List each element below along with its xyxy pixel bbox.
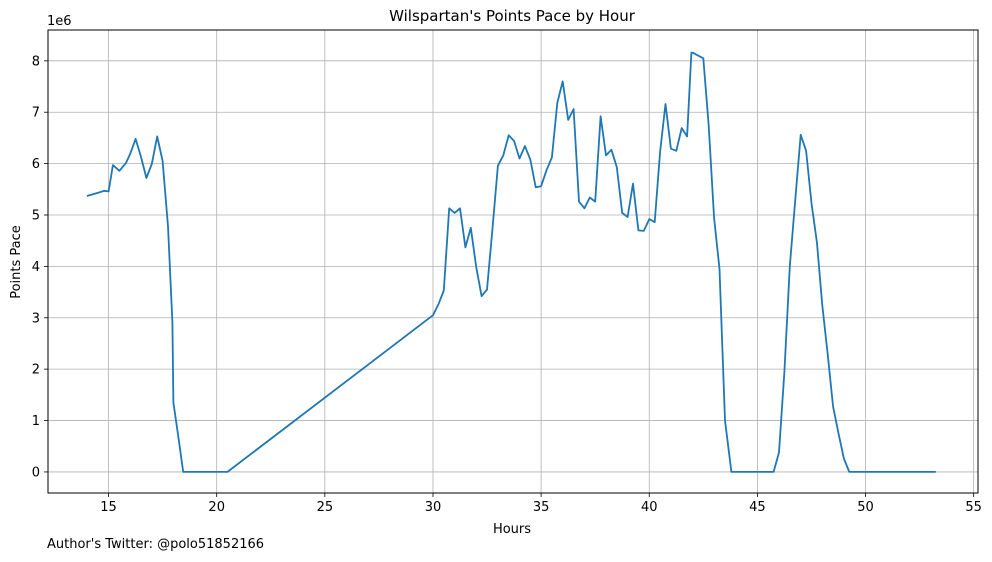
y-tick-label: 7 — [32, 106, 40, 121]
x-axis-label: Hours — [493, 522, 531, 537]
grid-lines — [48, 30, 978, 493]
x-tick-label: 55 — [965, 500, 982, 515]
x-tick-label: 15 — [100, 500, 117, 515]
points-pace-line — [86, 51, 936, 473]
chart-title: Wilspartan's Points Pace by Hour — [389, 7, 636, 25]
author-footer: Author's Twitter: @polo51852166 — [47, 537, 265, 552]
x-tick-label: 25 — [317, 500, 334, 515]
x-tick-label: 20 — [208, 500, 225, 515]
y-tick-label: 6 — [32, 157, 40, 172]
plot-frame — [47, 29, 979, 494]
y-tick-label: 4 — [32, 260, 40, 275]
y-offset-label: 1e6 — [47, 14, 72, 29]
y-tick-label: 0 — [32, 465, 40, 480]
y-tick-label: 2 — [32, 363, 40, 378]
y-tick-label: 1 — [32, 414, 40, 429]
y-tick-label: 8 — [32, 54, 40, 69]
x-axis-ticks: 15 20 25 30 35 40 45 50 55 — [100, 493, 982, 515]
y-tick-label: 3 — [32, 311, 40, 326]
x-tick-label: 50 — [857, 500, 874, 515]
y-axis-ticks: 0 1 2 3 4 5 6 7 8 — [32, 54, 48, 480]
x-tick-label: 35 — [533, 500, 550, 515]
y-tick-label: 5 — [32, 208, 40, 223]
y-axis-label: Points Pace — [9, 225, 24, 299]
x-tick-label: 45 — [749, 500, 766, 515]
x-tick-label: 40 — [641, 500, 658, 515]
x-tick-label: 30 — [425, 500, 442, 515]
